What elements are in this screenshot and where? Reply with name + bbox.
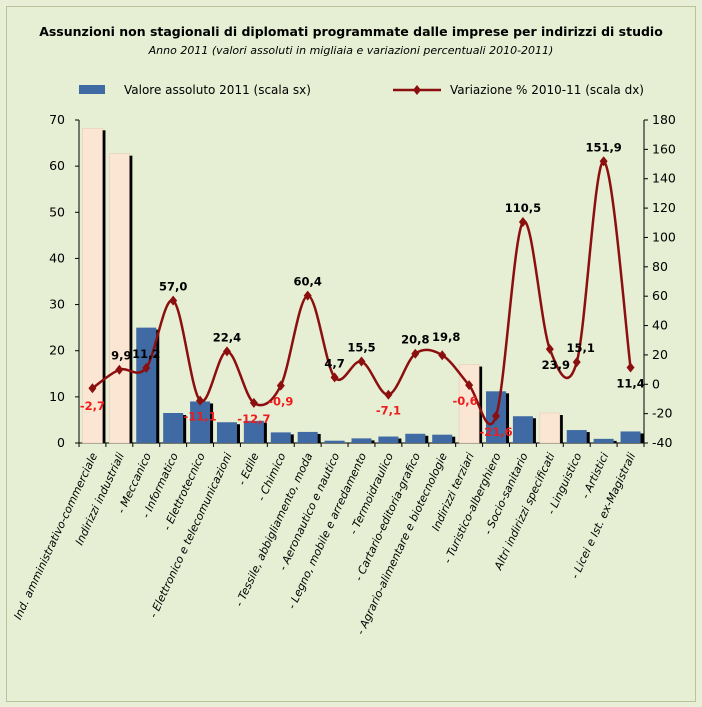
legend-bar-label: Valore assoluto 2011 (scala sx) [124,83,311,97]
bar [136,327,157,443]
right-axis-tick-label: 140 [652,171,676,186]
variation-data-label: 19,8 [432,330,460,344]
variation-data-label: 22,4 [213,330,241,344]
line-point-marker [303,290,312,301]
line-point-marker [572,357,581,368]
line-point-marker [626,362,635,373]
line-point-marker [465,380,474,391]
bar [297,431,318,443]
variation-line [88,156,635,426]
bar [539,412,561,444]
variation-data-label: -11,1 [183,410,216,424]
left-axis-tick-label: 30 [49,297,65,312]
bar [432,434,453,443]
bar [243,420,264,443]
right-axis-tick-label: 100 [652,229,676,244]
bar [512,416,533,443]
left-axis-tick-label: 40 [49,250,65,265]
variation-data-label: -0,9 [268,395,293,409]
right-axis-tick-label: 120 [652,200,676,215]
variation-data-label: 60,4 [294,275,322,289]
line-point-marker [438,350,447,361]
legend: Valore assoluto 2011 (scala sx) Variazio… [79,83,644,97]
line-point-marker [88,383,97,394]
variation-data-label: 15,5 [347,341,375,355]
variation-data-label: 4,7 [324,356,344,370]
variation-data-label: 20,8 [401,333,429,347]
chart-title: Assunzioni non stagionali di diplomati p… [39,24,663,39]
bar [405,433,426,443]
bar [324,440,345,443]
bars [82,128,644,444]
variation-data-label: -2,7 [80,399,105,413]
bar [566,430,587,443]
line-point-marker [411,348,420,359]
right-axis-tick-label: -40 [652,435,672,450]
variation-data-label: 151,9 [585,140,621,154]
line-point-marker [196,395,205,406]
line-point-marker [276,380,285,391]
variation-data-label: 11,4 [616,377,644,391]
legend-line-label: Variazione % 2010-11 (scala dx) [450,83,644,97]
line-point-marker [142,362,151,373]
right-axis-tick-label: 180 [652,112,676,127]
line-point-marker [330,372,339,383]
variation-data-label: 11,2 [132,347,160,361]
bar [620,431,641,443]
right-axis-tick-label: 40 [652,318,668,333]
bar [190,401,211,443]
line-point-marker [545,344,554,355]
line-point-marker [222,346,231,357]
variation-data-label: 15,1 [567,341,595,355]
bar [163,413,184,443]
variation-data-label: 57,0 [159,280,187,294]
line-point-marker [169,295,178,306]
left-axis-tick-label: 50 [49,204,65,219]
line-point-marker [249,397,258,408]
variation-data-label: 110,5 [505,201,541,215]
right-axis-tick-label: 0 [652,376,660,391]
line-point-marker [384,389,393,400]
line-point-marker [492,410,501,421]
legend-line-marker [413,85,421,95]
data-labels: -2,7 9,9 11,2 57,0 -11,1 22,4 -12,7 -0,9 60,4 4,7… [80,140,645,439]
left-axis-tick-label: 10 [49,389,65,404]
line-point-marker [599,156,608,167]
right-axis-tick-label: 160 [652,141,676,156]
chart-frame: Assunzioni non stagionali di diplomati p… [6,6,696,702]
bar [378,436,399,443]
variation-data-label: 9,9 [111,349,131,363]
right-axis-tick-label: 80 [652,259,668,274]
left-axis-tick-label: 0 [57,435,65,450]
category-labels: Ind. amministrativo-commercialeIndirizzi… [11,451,638,637]
line-point-marker [357,356,366,367]
axes: 0 10 20 30 40 50 60 70 -40 -20 0 20 40 60 80 100 120 140 1… [49,112,676,450]
category-label: - Edile [235,451,261,488]
bar [82,128,103,444]
right-axis-tick-label: 60 [652,288,668,303]
variation-data-label: -21,6 [479,425,512,439]
bar [593,438,614,443]
variation-data-label: -12,7 [237,412,270,426]
line-point-marker [518,217,527,228]
right-axis-tick-label: 20 [652,347,668,362]
chart-subtitle: Anno 2011 (valori assoluti in migliaia e… [148,44,554,57]
variation-data-label: -7,1 [376,404,401,418]
left-axis-tick-label: 70 [49,112,65,127]
bar [216,422,237,443]
bar [109,153,130,444]
legend-bar-swatch [79,85,105,94]
variation-data-label: -0,6 [453,394,478,408]
chart: Assunzioni non stagionali di diplomati p… [11,24,676,637]
right-axis-tick-label: -20 [652,406,672,421]
bar [351,438,372,443]
left-axis-tick-label: 60 [49,158,65,173]
bar [270,432,291,443]
variation-data-label: 23,9 [542,358,570,372]
line-point-marker [115,364,124,375]
left-axis-tick-label: 20 [49,343,65,358]
